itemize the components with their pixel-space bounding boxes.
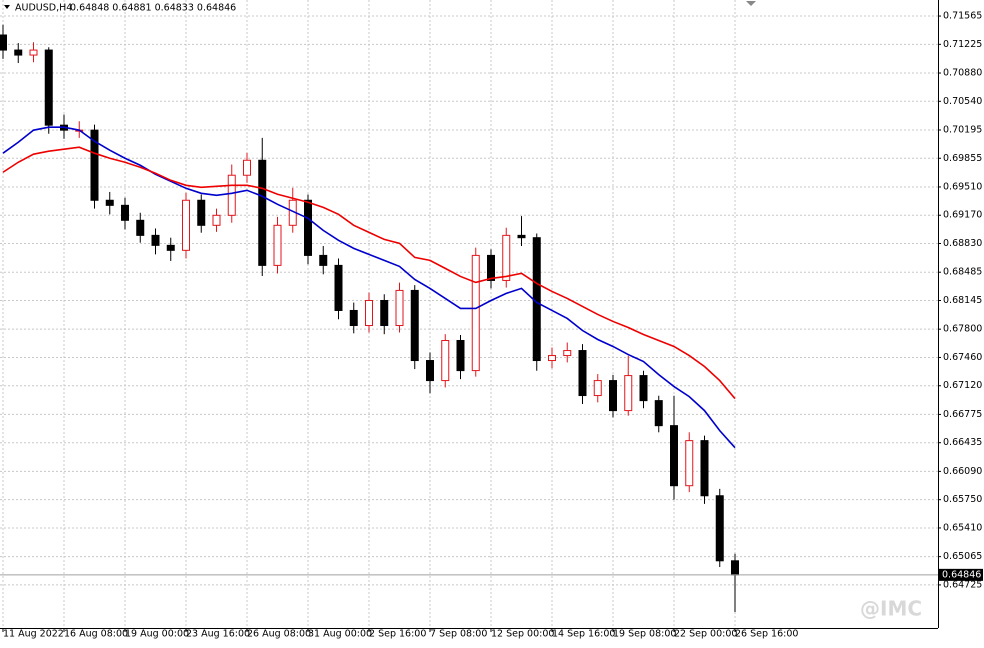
x-tick-label: 26 Sep 16:00: [735, 629, 798, 640]
candle-body: [349, 309, 358, 327]
candle-body: [426, 360, 434, 382]
candle-body: [121, 204, 129, 221]
candle-body: [0, 34, 7, 51]
y-tick-label: 0.70195: [943, 124, 982, 135]
last-price-label: 0.64846: [942, 569, 981, 580]
candle-body: [563, 350, 572, 357]
candle-body: [578, 350, 587, 397]
y-tick-label: 0.67120: [943, 380, 982, 391]
y-tick-label: 0.70540: [943, 96, 982, 107]
candle-body: [90, 129, 99, 201]
y-tick-label: 0.69855: [943, 153, 982, 164]
watermark: @IMC: [860, 597, 922, 621]
candle-body: [700, 440, 709, 497]
candle-body: [166, 244, 175, 251]
candle-body: [44, 49, 53, 126]
y-tick-label: 0.69170: [943, 210, 982, 221]
candle-body: [258, 159, 267, 266]
y-tick-label: 0.68485: [943, 267, 982, 278]
y-tick-label: 0.68830: [943, 238, 982, 249]
y-tick-label: 0.69510: [943, 181, 982, 192]
y-tick-label: 0.65410: [943, 522, 982, 533]
y-tick-label: 0.67800: [943, 324, 982, 335]
candle-body: [212, 214, 221, 226]
candle-body: [441, 339, 450, 382]
candle-body: [334, 264, 343, 311]
candle-body: [471, 254, 480, 372]
candle-body: [502, 234, 511, 281]
candle-body: [532, 237, 541, 362]
x-tick-label: 26 Aug 08:00: [247, 629, 311, 640]
candle-body: [151, 234, 160, 246]
candle-body: [182, 199, 190, 251]
candle-body: [14, 49, 23, 56]
quote: 0.64848 0.64881 0.64833 0.64846: [70, 3, 236, 14]
candle-body: [105, 199, 114, 206]
candle-body: [731, 560, 739, 576]
y-tick-label: 0.66090: [943, 466, 982, 477]
x-tick-label: 19 Aug 00:00: [125, 629, 189, 640]
plot: [0, 24, 938, 612]
shift-marker: [746, 1, 756, 6]
candle-body: [624, 375, 633, 412]
y-tick-label: 0.64725: [943, 579, 982, 590]
candle-body: [685, 440, 694, 487]
candle-body: [319, 254, 328, 266]
candle-body: [517, 234, 526, 239]
candle-body: [243, 159, 251, 176]
ma-line: [2, 146, 736, 400]
y-tick-label: 0.65750: [943, 494, 982, 505]
candle-body: [136, 219, 145, 236]
y-tick-label: 0.66775: [943, 409, 982, 420]
y-tick-label: 0.66435: [943, 437, 982, 448]
candle-body: [380, 299, 389, 327]
menu-arrow[interactable]: [4, 5, 10, 9]
candle-body: [197, 199, 206, 226]
y-tick-label: 0.71565: [943, 11, 982, 22]
candle-body: [456, 339, 465, 372]
x-tick-label: 22 Sep 00:00: [674, 629, 737, 640]
candle-body: [227, 174, 236, 216]
candle-body: [548, 355, 556, 362]
y-tick-label: 0.71225: [943, 39, 982, 50]
candle-body: [29, 49, 38, 56]
candle-body: [639, 375, 648, 402]
candle-body: [410, 289, 419, 362]
y-tick-label: 0.65065: [943, 551, 982, 562]
y-tick-label: 0.70880: [943, 68, 982, 79]
x-tick-label: 19 Sep 08:00: [613, 629, 676, 640]
y-tick-label: 0.68145: [943, 295, 982, 306]
candle-body: [273, 224, 282, 266]
x-tick-label: 31 Aug 00:00: [308, 629, 372, 640]
x-tick-label: 16 Aug 08:00: [64, 629, 128, 640]
x-tick-label: 12 Sep 00:00: [491, 629, 554, 640]
x-tick-label: 14 Sep 16:00: [552, 629, 615, 640]
x-tick-label: 2 Sep 16:00: [369, 629, 426, 640]
grid: [0, 0, 938, 628]
candle-body: [670, 425, 678, 487]
last-price-box: [939, 568, 983, 581]
x-tick-label: 11 Aug 2022: [3, 629, 64, 640]
ma-line: [2, 126, 736, 449]
candle-body: [304, 199, 312, 256]
candle-body: [609, 380, 617, 412]
candle-body: [487, 254, 495, 281]
candle-body: [654, 400, 663, 427]
candle-body: [593, 380, 602, 397]
y-tick-label: 0.67460: [943, 352, 982, 363]
candle-body: [365, 299, 373, 327]
x-tick-label: 7 Sep 08:00: [430, 629, 487, 640]
x-tick-label: 23 Aug 16:00: [186, 629, 250, 640]
candle-body: [395, 289, 404, 327]
symbol: AUDUSD,H4: [15, 3, 72, 14]
candle-body: [715, 495, 724, 562]
